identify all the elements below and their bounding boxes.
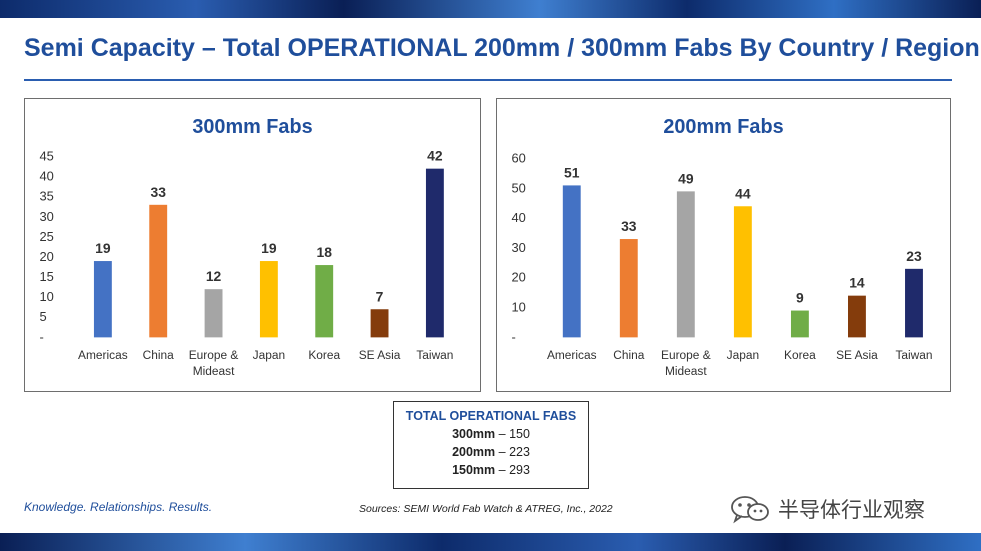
bar	[848, 295, 866, 338]
totals-row-300mm: 300mm – 150	[394, 427, 588, 441]
bar	[733, 206, 752, 338]
data-label: 12	[206, 268, 222, 284]
category-label: Korea	[784, 348, 816, 362]
title-underline	[24, 79, 952, 81]
y-tick-label: 5	[39, 309, 46, 324]
category-label: Japan	[727, 348, 759, 362]
totals-row-200mm: 200mm – 223	[394, 445, 588, 459]
category-label: Taiwan	[895, 348, 932, 362]
y-tick-label: 45	[39, 149, 53, 164]
totals-row-value: – 223	[498, 445, 530, 459]
data-label: 19	[95, 240, 111, 256]
chart-panel-300mm: 300mm Fabs - 5 10 15 20 25 30 35 40 45 19 Americas 33…	[24, 98, 481, 392]
category-label: Americas	[78, 348, 128, 362]
data-label: 49	[678, 170, 694, 186]
bar	[790, 310, 809, 338]
watermark: 半导体行业观察	[730, 493, 925, 525]
totals-row-label: 150mm	[452, 463, 496, 477]
y-tick-label: 30	[511, 240, 525, 255]
chart-title: 300mm Fabs	[192, 116, 312, 138]
bottom-decorative-band	[0, 533, 981, 551]
footer-sources: Sources: SEMI World Fab Watch & ATREG, I…	[359, 503, 613, 515]
chart-panel-200mm: 200mm Fabs - 10 20 30 40 50 60 51 Americas 33 China…	[496, 98, 951, 392]
bar	[259, 261, 278, 338]
y-tick-label: 50	[511, 180, 525, 195]
data-label: 7	[376, 288, 384, 304]
bar	[905, 268, 923, 338]
y-tick-label: 35	[39, 189, 53, 204]
bar	[93, 261, 112, 338]
data-label: 19	[261, 240, 277, 256]
watermark-text: 半导体行业观察	[778, 498, 925, 522]
y-tick-label: 60	[511, 151, 525, 166]
y-tick-label: 20	[511, 270, 525, 285]
bar	[370, 309, 389, 338]
bar	[149, 204, 168, 338]
category-label: China	[613, 348, 644, 362]
category-label: Korea	[308, 348, 340, 362]
category-label: Americas	[547, 348, 597, 362]
chart-title: 200mm Fabs	[663, 116, 783, 138]
y-tick-label: 10	[39, 289, 53, 304]
category-label: Europe & Mideast	[661, 348, 711, 378]
y-tick-label: 10	[511, 300, 525, 315]
data-label: 44	[735, 185, 751, 201]
bar	[315, 265, 334, 338]
totals-row-value: – 293	[498, 463, 530, 477]
y-tick-label: 30	[39, 209, 53, 224]
bar	[425, 168, 444, 338]
chart-300mm-fabs: 300mm Fabs - 5 10 15 20 25 30 35 40 45 19 Americas 33…	[39, 116, 453, 378]
category-label: Taiwan	[416, 348, 453, 362]
data-label: 33	[621, 218, 637, 234]
data-label: 9	[796, 290, 804, 306]
data-label: 14	[849, 275, 865, 291]
wechat-icon	[731, 496, 769, 524]
data-label: 18	[316, 244, 332, 260]
footer-tagline: Knowledge. Relationships. Results.	[24, 500, 213, 514]
y-tick-label: 15	[39, 269, 53, 284]
total-operational-fabs-box: TOTAL OPERATIONAL FABS 300mm – 150 200mm…	[393, 401, 589, 489]
bar	[619, 239, 638, 338]
totals-row-150mm: 150mm – 293	[394, 463, 588, 477]
y-tick-label: 20	[39, 249, 53, 264]
data-label: 23	[906, 248, 922, 264]
category-label: Europe & Mideast	[189, 348, 239, 378]
data-label: 33	[150, 184, 166, 200]
totals-row-label: 200mm	[452, 445, 496, 459]
category-label: SE Asia	[836, 348, 878, 362]
y-tick-label: -	[39, 329, 43, 344]
y-tick-label: 40	[511, 210, 525, 225]
bar	[676, 191, 695, 338]
chart-200mm-fabs: 200mm Fabs - 10 20 30 40 50 60 51 Americas 33 China…	[511, 116, 932, 378]
y-tick-label: -	[511, 329, 515, 344]
bar	[562, 185, 581, 338]
y-tick-label: 40	[39, 169, 53, 184]
totals-heading: TOTAL OPERATIONAL FABS	[405, 409, 577, 423]
y-tick-label: 25	[39, 229, 53, 244]
category-label: China	[143, 348, 174, 362]
category-label: SE Asia	[359, 348, 401, 362]
data-label: 51	[564, 164, 580, 180]
totals-row-value: – 150	[498, 427, 530, 441]
category-label: Japan	[253, 348, 285, 362]
totals-row-label: 300mm	[452, 427, 496, 441]
page-title: Semi Capacity – Total OPERATIONAL 200mm …	[24, 34, 980, 62]
top-decorative-band	[0, 0, 981, 18]
bar	[204, 289, 223, 338]
data-label: 42	[427, 148, 443, 164]
